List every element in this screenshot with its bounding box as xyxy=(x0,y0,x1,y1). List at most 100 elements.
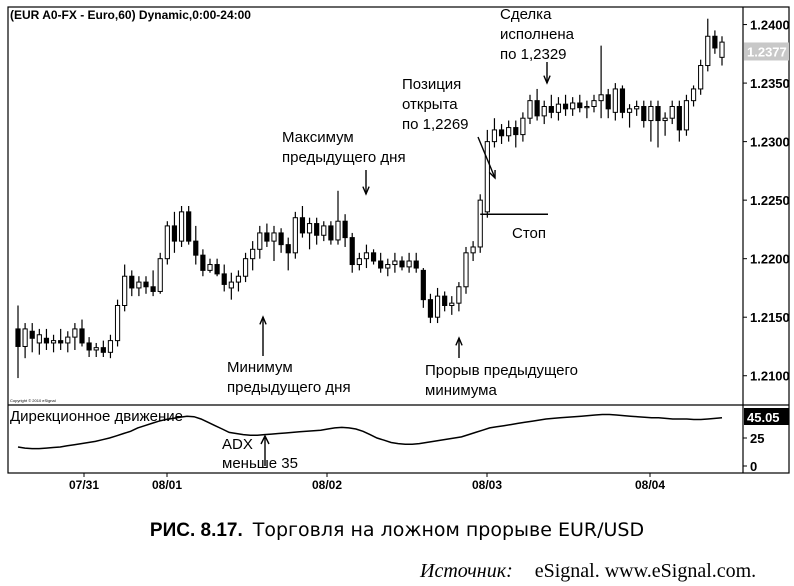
candle-bearish xyxy=(605,94,611,110)
candle-bullish xyxy=(257,232,263,250)
annotation-position: Позиция xyxy=(402,76,461,93)
arrow-adx-head xyxy=(260,434,270,445)
dm-tick-label: 0 xyxy=(750,459,757,474)
current-price-label: 1.2377 xyxy=(747,44,787,59)
candle-bearish xyxy=(278,232,284,246)
candle-bullish xyxy=(612,88,618,113)
candle-bullish xyxy=(363,252,370,260)
candle-bearish xyxy=(534,100,540,117)
candle-bullish xyxy=(491,129,498,143)
candle-bullish xyxy=(250,248,256,260)
annotation-adx: меньше 35 xyxy=(222,455,298,472)
candle-bearish xyxy=(43,337,50,344)
arrow-prev-low-head xyxy=(259,315,267,325)
annotation-prev-high: Максимум xyxy=(282,129,354,146)
candle-bullish xyxy=(598,94,604,102)
candle-bullish xyxy=(584,106,590,109)
arrow-breakout-head xyxy=(455,336,463,346)
current-price-box xyxy=(744,42,789,61)
candle-bullish xyxy=(719,41,725,58)
price-tick-label: 1.2250 xyxy=(750,193,790,208)
x-tick-label: 07/31 xyxy=(69,478,99,492)
price-tick-label: 1.2100 xyxy=(750,369,790,384)
candle-bearish xyxy=(378,260,384,269)
x-tick-label: 08/01 xyxy=(152,478,182,492)
arrow-position-head xyxy=(488,169,496,180)
candle-bullish xyxy=(392,260,398,266)
candle-bullish xyxy=(690,88,697,102)
chart-frame xyxy=(7,6,790,474)
candle-bullish xyxy=(484,141,490,213)
candle-bullish xyxy=(72,328,78,338)
candle-bullish xyxy=(36,334,42,344)
candle-bullish xyxy=(683,100,690,131)
candle-bullish xyxy=(456,286,462,304)
candle-bullish xyxy=(385,264,391,269)
candle-bearish xyxy=(150,286,156,292)
candle-bearish xyxy=(328,225,334,241)
figure-source: Источник: eSignal. www.eSignal.com. xyxy=(420,560,756,583)
candle-bullish xyxy=(235,275,242,283)
candle-bullish xyxy=(93,347,99,351)
candle-bullish xyxy=(570,102,576,110)
candle-bearish xyxy=(548,106,554,113)
candle-bullish xyxy=(65,336,71,344)
candle-bearish xyxy=(79,328,85,344)
candle-bullish xyxy=(591,100,597,107)
annotation-position: открыта xyxy=(402,96,458,113)
candle-bullish xyxy=(406,260,412,268)
candle-bearish xyxy=(58,340,64,344)
dm-value-label: 45.05 xyxy=(747,410,780,425)
candle-bullish xyxy=(470,246,476,254)
candle-bullish xyxy=(271,232,277,242)
candle-bullish xyxy=(634,106,640,110)
candle-bullish xyxy=(698,65,704,90)
price-tick-label: 1.2400 xyxy=(750,18,790,33)
candle-bearish xyxy=(655,106,661,122)
candle-bearish xyxy=(427,299,434,318)
candle-bullish xyxy=(662,117,668,122)
candle-bullish xyxy=(306,223,313,234)
candle-bearish xyxy=(562,103,569,110)
candle-bullish xyxy=(157,258,163,292)
candle-bearish xyxy=(200,254,206,271)
candle-bullish xyxy=(178,211,185,242)
candle-bearish xyxy=(712,35,718,49)
candle-bearish xyxy=(399,260,405,268)
figure-number: РИС. 8.17. xyxy=(149,520,243,541)
candle-bullish xyxy=(242,258,249,277)
candle-bullish xyxy=(506,127,512,137)
candle-bearish xyxy=(285,244,291,254)
candle-bearish xyxy=(413,260,419,269)
x-tick-label: 08/03 xyxy=(472,478,502,492)
candle-bullish xyxy=(648,106,654,122)
candle-bearish xyxy=(619,88,626,113)
candle-bullish xyxy=(449,302,455,306)
annotation-trade: по 1,2329 xyxy=(500,46,567,63)
annotation-trade: исполнена xyxy=(500,26,575,43)
candle-bullish xyxy=(335,220,341,241)
candle-bearish xyxy=(676,106,682,131)
candle-bearish xyxy=(171,225,178,242)
source-text: eSignal. www.eSignal.com. xyxy=(534,560,757,582)
annotation-trade: Сделка xyxy=(500,6,552,23)
candle-bullish xyxy=(626,108,633,113)
candle-bullish xyxy=(107,340,114,353)
dm-line xyxy=(17,413,723,450)
candle-bullish xyxy=(434,295,441,318)
candle-bullish xyxy=(164,225,170,260)
candle-bullish xyxy=(541,106,547,117)
candle-bullish xyxy=(527,100,533,119)
candle-bullish xyxy=(292,217,298,254)
candle-bearish xyxy=(143,281,149,288)
candle-bearish xyxy=(193,240,199,256)
candle-bullish xyxy=(555,103,562,113)
arrow-prev-high-head xyxy=(362,186,370,196)
candle-bearish xyxy=(513,127,519,136)
candle-bearish xyxy=(370,252,377,262)
candle-bearish xyxy=(29,330,35,339)
dm-tick-label: 25 xyxy=(750,431,764,446)
price-tick-label: 1.2300 xyxy=(750,135,790,150)
candle-bullish xyxy=(705,35,711,67)
dm-label: Дирекционное движение xyxy=(10,408,183,425)
